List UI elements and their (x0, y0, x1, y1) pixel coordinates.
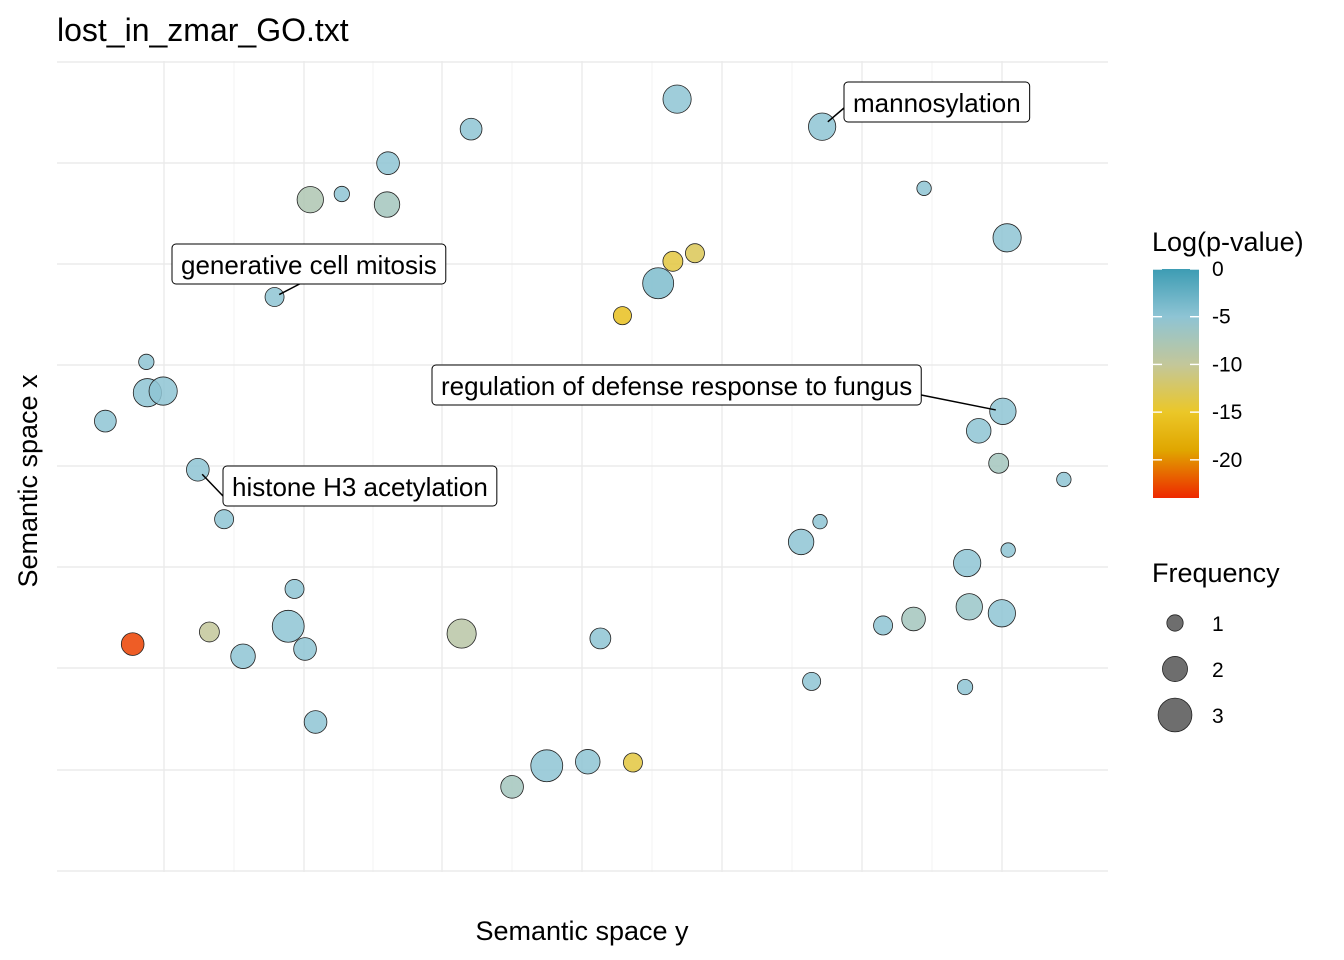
data-point (296, 186, 324, 214)
data-point (271, 609, 305, 643)
data-point (812, 514, 828, 530)
color-legend-tick-label: -5 (1212, 306, 1231, 329)
data-point (966, 418, 992, 444)
data-point (500, 775, 524, 799)
data-point (612, 306, 632, 326)
data-point (138, 353, 155, 370)
color-legend-ticks: 0 -5 -10 -15 -20 (1153, 258, 1242, 472)
size-legend-symbol (1166, 614, 1184, 632)
color-legend-title: Log(p-value) (1152, 227, 1304, 257)
data-point (955, 593, 983, 621)
data-point (303, 710, 328, 734)
annotation-text: generative cell mitosis (181, 250, 437, 280)
size-legend: Frequency 1 2 3 (1152, 558, 1280, 733)
annotation-connector (827, 107, 845, 123)
annotation-label: histone H3 acetylation (201, 465, 498, 507)
data-point (992, 223, 1022, 253)
size-legend-symbol (1162, 656, 1188, 682)
data-point (956, 679, 974, 696)
color-legend-tick-label: -20 (1212, 449, 1242, 472)
data-point (264, 287, 285, 307)
data-point (94, 409, 117, 433)
data-point (120, 632, 145, 656)
size-legend-label: 1 (1212, 613, 1224, 636)
data-point (589, 627, 612, 650)
annotation-connector (201, 473, 224, 497)
data-point (1056, 471, 1072, 488)
data-point (333, 185, 350, 203)
data-point (901, 606, 926, 632)
data-point (802, 671, 822, 691)
annotation-text: regulation of defense response to fungus (441, 371, 912, 401)
data-point (575, 749, 601, 775)
data-point (662, 84, 692, 114)
annotation-text: mannosylation (853, 88, 1021, 118)
annotation-box (222, 465, 498, 507)
data-point (148, 376, 178, 406)
color-legend: Log(p-value) 0 -5 -10 -15 -20 (1152, 227, 1304, 498)
annotation-box (431, 364, 922, 406)
data-point (230, 643, 256, 669)
data-point (214, 509, 235, 530)
data-point (1000, 542, 1016, 558)
size-legend-label: 3 (1212, 705, 1224, 728)
annotation-label: generative cell mitosis (171, 243, 447, 296)
chart-title: lost_in_zmar_GO.txt (57, 12, 349, 48)
y-axis-label: Semantic space x (13, 374, 43, 588)
data-point (284, 579, 305, 599)
size-legend-entries: 1 2 3 (1157, 613, 1224, 733)
annotation-box (171, 243, 447, 285)
data-point (685, 243, 705, 264)
plot-points (94, 84, 1072, 799)
color-legend-bar (1153, 269, 1199, 498)
color-legend-tick-label: -15 (1212, 401, 1242, 424)
size-legend-label: 2 (1212, 659, 1224, 682)
data-point (623, 752, 643, 773)
data-point (808, 112, 837, 141)
data-point (787, 528, 815, 556)
data-point (530, 749, 564, 783)
data-point (988, 452, 1010, 474)
annotation-connector (921, 394, 996, 411)
size-legend-title: Frequency (1152, 558, 1280, 588)
data-point (916, 180, 932, 196)
data-point (199, 621, 220, 643)
annotation-text: histone H3 acetylation (232, 472, 488, 502)
data-point (873, 615, 894, 636)
data-point (662, 250, 684, 272)
data-point (446, 618, 477, 649)
data-point (642, 267, 675, 300)
annotation-connector (278, 283, 300, 296)
data-point (987, 599, 1016, 628)
data-point (293, 637, 317, 661)
data-point (989, 397, 1017, 425)
annotation-box (843, 81, 1031, 123)
data-point (376, 151, 400, 175)
size-legend-symbol (1157, 697, 1193, 733)
annotation-label: regulation of defense response to fungus (431, 364, 996, 411)
annotation-label: mannosylation (827, 81, 1031, 123)
data-point (373, 191, 401, 218)
point-annotations: mannosylation generative cell mitosis regu… (171, 81, 1031, 507)
data-point (953, 548, 982, 578)
color-legend-tick-label: 0 (1212, 258, 1224, 281)
data-point (459, 117, 483, 141)
x-axis-label: Semantic space y (475, 916, 689, 946)
color-legend-tick-label: -10 (1212, 353, 1242, 376)
